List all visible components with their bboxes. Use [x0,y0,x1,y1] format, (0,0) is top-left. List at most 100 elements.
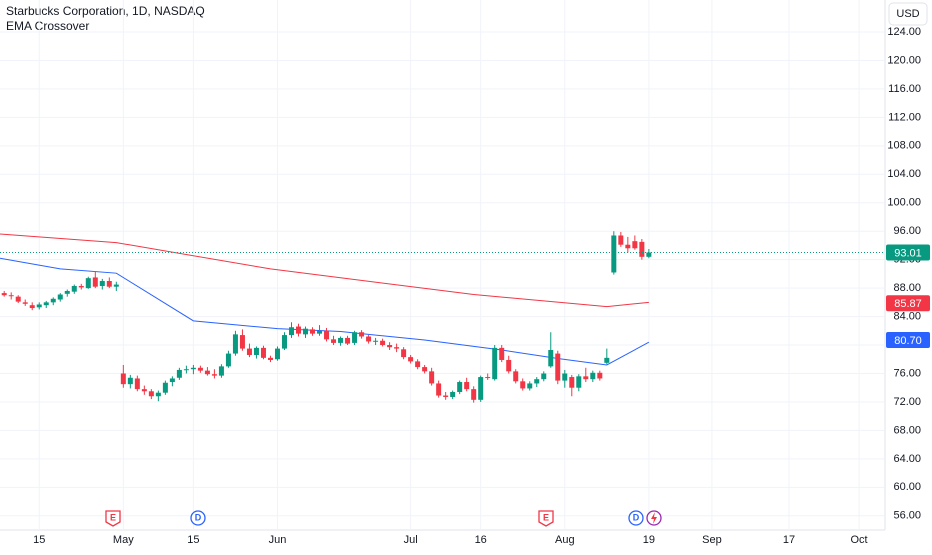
candle-body [604,357,610,363]
y-tick-label: 88.00 [893,282,921,294]
candle-body [345,337,351,344]
x-tick-label: Sep [702,534,722,546]
candle-body [260,347,266,358]
last-price-box [886,244,930,261]
candle-body [36,304,42,308]
candle-body [120,373,126,385]
candle-body [499,347,505,360]
candle-body [78,285,84,288]
candle-body [513,371,519,382]
dividend-marker [190,510,206,526]
event-label: E [110,512,116,522]
candle-body [197,367,203,371]
ema-value-box [886,332,930,349]
candle-body [583,376,589,380]
x-tick-label: Oct [851,534,868,546]
candle-body [569,377,575,388]
candle-body [148,391,154,397]
y-tick-label: 124.00 [887,26,921,38]
candle-body [162,382,168,393]
dividend-marker [628,510,644,526]
y-tick-label: 76.00 [893,367,921,379]
candle-body [183,369,189,371]
candle-body [450,391,456,397]
x-tick-label: Aug [555,534,575,546]
candle-body [15,296,21,302]
candle-body [401,349,407,358]
candle-body [562,373,568,381]
candle-body [548,350,554,367]
y-tick-label: 96.00 [893,225,921,237]
candle-body [71,285,77,292]
candle-body [57,294,63,300]
candle-body [211,374,217,376]
candle-body [394,347,400,349]
candle-body [520,381,526,389]
candle-body [281,335,287,349]
x-tick-label: 19 [643,534,655,546]
ema-line [0,233,649,308]
candle-body [155,392,161,397]
candle-body [632,241,638,249]
currency-button[interactable] [888,2,928,26]
candle-body [359,332,365,337]
event-label: E [543,512,549,522]
candle-body [274,348,280,360]
candle-body [288,327,294,336]
y-tick-label: 68.00 [893,424,921,436]
ema-value-label: 85.87 [894,298,922,310]
ema-value-label: 80.70 [894,335,922,347]
candle-body [317,330,323,334]
currency-label[interactable]: USD [896,8,919,20]
candle-body [422,367,428,372]
candle-body [141,389,147,392]
candle-body [253,347,259,355]
y-tick-label: 120.00 [887,54,921,66]
candle-body [50,298,56,303]
candle-body [597,372,603,379]
candle-body [492,347,498,380]
candle-body [64,290,70,294]
y-tick-label: 84.00 [893,310,921,322]
candle-body [625,244,631,249]
ema-line [0,257,650,366]
candle-body [310,329,316,334]
candle-body [618,235,624,245]
candle-body [646,252,652,257]
candle-body [352,332,358,343]
candle-body [225,353,231,367]
candle-body [85,278,91,289]
y-tick-label: 64.00 [893,453,921,465]
candle-body [639,241,645,257]
candle-body [464,382,470,390]
candle-body [296,326,302,334]
x-tick-label: May [113,534,134,546]
candle-body [239,335,245,349]
dividend-split-icon [646,510,662,526]
plot-lines [0,0,885,530]
candle-body [436,383,442,396]
y-tick-label: 112.00 [888,111,921,123]
y-tick-label: 72.00 [893,396,921,408]
candle-body [387,345,393,348]
candle-body [246,348,252,355]
candle-body [92,277,98,287]
x-tick-label: 17 [783,534,795,546]
candle-body [555,353,561,381]
candle-body [29,305,35,309]
y-tick-label: 100.00 [887,197,921,209]
candle-body [457,382,463,392]
candle-body [338,337,344,343]
candle-body [373,340,379,342]
candle-body [232,334,238,354]
x-tick-label: Jul [404,534,418,546]
candle-body [331,339,337,343]
candle-body [611,235,617,273]
event-label: D [633,512,640,522]
candle-body [366,336,372,342]
candle-body [8,295,14,297]
candle-body [113,284,119,287]
candle-body [169,378,175,383]
